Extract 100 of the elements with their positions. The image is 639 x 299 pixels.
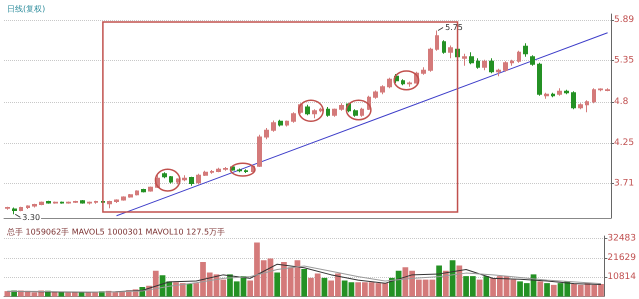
candlestick — [278, 119, 283, 127]
candlestick — [598, 88, 603, 92]
candlestick — [448, 45, 453, 59]
candlestick — [339, 102, 344, 112]
candlestick — [114, 198, 119, 204]
annotation: 3.30 — [22, 212, 40, 222]
candlestick — [94, 200, 98, 204]
bar — [322, 278, 328, 296]
bar — [456, 266, 462, 296]
candlestick — [291, 112, 296, 124]
candlestick — [326, 106, 330, 118]
y-tick-label: 4.8 — [614, 96, 629, 107]
candlestick — [435, 30, 439, 52]
bar — [544, 283, 550, 296]
candlestick — [87, 201, 92, 205]
bar — [4, 291, 10, 296]
candlestick — [407, 81, 412, 88]
candlestick — [373, 90, 378, 100]
candlestick — [223, 166, 228, 172]
candlestick — [5, 206, 10, 210]
candlestick — [571, 90, 576, 110]
candlestick — [135, 190, 139, 196]
candlestick — [523, 42, 528, 58]
bar — [450, 260, 456, 296]
candlestick — [353, 108, 358, 118]
candlestick — [148, 186, 153, 192]
candlestick — [12, 207, 17, 215]
candlestick — [503, 60, 508, 72]
candlestick — [257, 134, 262, 168]
candlestick — [60, 201, 64, 204]
candlestick — [244, 168, 248, 174]
candlestick — [421, 66, 426, 76]
candlestick — [305, 104, 310, 116]
candlestick — [592, 88, 596, 104]
candlestick — [530, 54, 535, 66]
candlestick — [32, 203, 37, 208]
candlestick — [271, 120, 276, 132]
candlestick — [544, 92, 549, 100]
y-tick-label: 10814 — [607, 272, 636, 282]
candlestick — [462, 53, 467, 66]
candlestick — [189, 176, 194, 186]
candlestick — [107, 200, 112, 209]
bar — [550, 284, 557, 296]
candlestick — [510, 59, 514, 66]
candlestick — [169, 176, 173, 184]
y-tick-label: 4.25 — [614, 138, 634, 148]
candlestick — [442, 40, 446, 54]
candlestick — [312, 108, 317, 119]
candlestick — [476, 58, 480, 70]
candlestick — [517, 50, 521, 64]
candlestick — [121, 196, 126, 202]
candlestick — [39, 201, 44, 206]
bar — [436, 266, 442, 296]
y-tick-label: 21629 — [607, 252, 636, 263]
candlestick — [128, 194, 133, 198]
candlestick — [26, 204, 30, 210]
candlestick — [203, 170, 208, 176]
bar — [537, 281, 544, 296]
bar — [186, 284, 192, 296]
candlestick — [80, 200, 85, 204]
candlestick — [196, 173, 201, 185]
y-tick-label: 5.35 — [614, 56, 634, 66]
chart-title: 总手 1059062手 MAVOL5 1000301 MAVOL10 127.5万手 — [6, 228, 226, 236]
candlestick — [264, 128, 269, 140]
candlestick — [428, 47, 433, 72]
candlestick — [360, 107, 364, 118]
candlestick — [285, 120, 289, 127]
candlestick — [578, 102, 583, 110]
candlestick — [216, 167, 221, 173]
candlestick — [66, 201, 71, 204]
chart-title: 日线(复权) — [7, 4, 46, 14]
candlestick — [564, 89, 569, 95]
y-tick-label: 3.71 — [614, 178, 634, 188]
candlestick — [73, 200, 78, 204]
bar — [483, 276, 490, 296]
candlestick — [482, 59, 487, 71]
candlestick — [162, 172, 167, 179]
y-tick-label: 32483 — [607, 234, 636, 244]
candlestick — [557, 88, 562, 96]
candlestick — [551, 92, 555, 98]
candlestick — [332, 108, 337, 118]
bar — [301, 269, 308, 296]
candlestick — [387, 77, 392, 89]
candlestick — [380, 84, 385, 95]
candlestick — [537, 62, 542, 96]
candlestick — [182, 174, 187, 182]
candlestick — [19, 206, 23, 212]
candlestick — [605, 88, 610, 92]
candlestick — [496, 68, 501, 77]
bar — [476, 280, 482, 296]
candlestick — [489, 58, 494, 74]
candlestick — [141, 188, 146, 193]
candlestick — [585, 100, 589, 113]
candlestick — [46, 200, 51, 204]
candlestick — [401, 78, 405, 86]
bar — [274, 272, 280, 296]
candlestick — [237, 168, 242, 173]
candlestick — [469, 52, 474, 65]
candlestick — [210, 170, 214, 174]
y-tick-label: 5.89 — [614, 15, 634, 25]
